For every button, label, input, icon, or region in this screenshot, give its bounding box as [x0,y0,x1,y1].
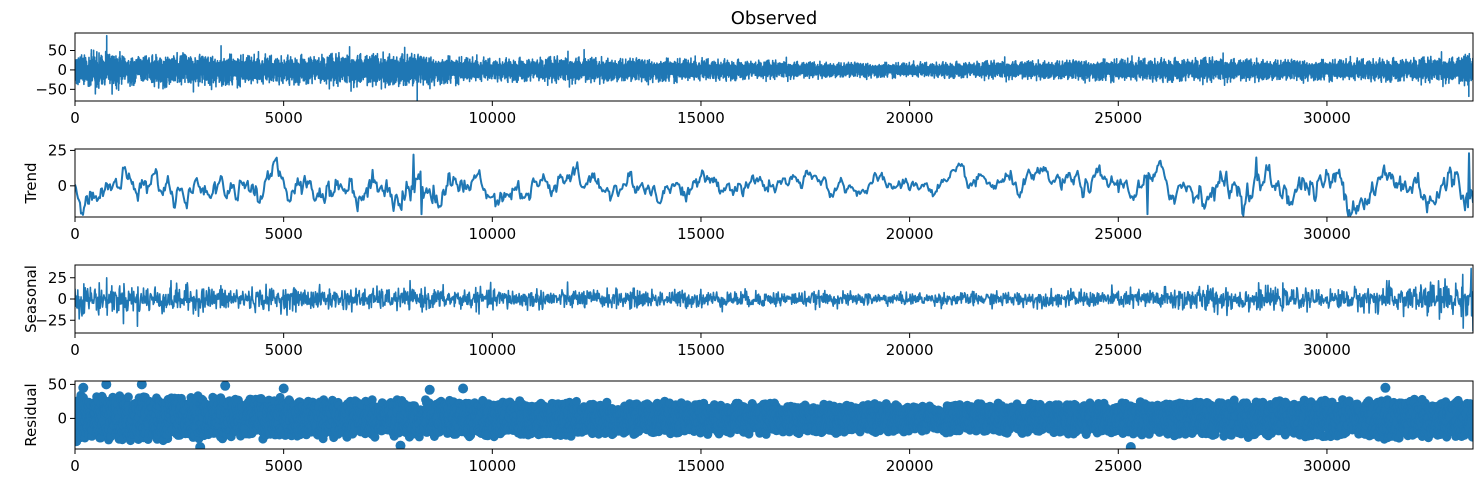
trend-axes-frame [74,148,1474,218]
trend-xtick-label: 20000 [886,225,934,243]
trend-xtick-label: 15000 [677,225,725,243]
seasonal-xtick-label: 10000 [468,341,516,359]
observed-xtick-label: 30000 [1303,109,1351,127]
trend-line [75,152,1473,217]
trend-xtick-label: 25000 [1094,225,1142,243]
seasonal-xtick-label: 0 [70,341,80,359]
observed-xtick-label: 25000 [1094,109,1142,127]
trend-xtick-label: 10000 [468,225,516,243]
seasonal-ytick-label: 0 [57,290,67,308]
residual-point [256,394,266,403]
residual-panel: 0 5000 10000 15000 20000 25000 30000050Residua… [22,375,1474,475]
observed-panel: 0 5000 10000 15000 20000 25000 30000 −500 50 Obse… [35,8,1474,127]
seasonal-panel: 0 5000 10000 15000 20000 25000 30000−25025Seas… [22,264,1474,359]
seasonal-xtick-label: 25000 [1094,341,1142,359]
trend-xtick-label: 0 [70,225,80,243]
trend-ylabel: Trend [22,162,40,204]
seasonal-xtick-label: 30000 [1303,341,1351,359]
seasonal-line [75,267,1473,332]
residual-point [123,392,133,402]
seasonal-series [75,267,1473,332]
observed-line [75,34,1473,101]
observed-xtick-label: 20000 [886,109,934,127]
trend-ytick-label: 25 [48,141,67,159]
observed-axes-frame [74,32,1474,102]
seasonal-ytick-label: −25 [35,311,67,329]
observed-ytick-label: 0 [57,61,67,79]
residual-points [75,381,1473,449]
observed-xtick-label: 10000 [468,109,516,127]
seasonal-ylabel: Seasonal [22,265,40,333]
trend-xtick-label: 30000 [1303,225,1351,243]
observed-title: Observed [731,8,818,29]
residual-series [75,381,1473,449]
observed-xtick-label: 0 [70,109,80,127]
seasonal-xtick-label: 20000 [886,341,934,359]
trend-series [75,152,1473,217]
seasonal-xtick-label: 15000 [677,341,725,359]
trend-ytick-label: 0 [57,177,67,195]
observed-ytick-label: 50 [48,41,67,59]
trend-panel: 0 5000 10000 15000 20000 25000 30000 0 25 Trend [22,141,1474,243]
observed-xtick-label: 15000 [677,109,725,127]
residual-point [370,432,380,442]
observed-series [75,34,1473,101]
seasonal-ytick-label: 25 [48,269,67,287]
trend-xtick-label: 5000 [265,225,303,243]
seasonal-xtick-label: 5000 [265,341,303,359]
observed-ytick-label: −50 [35,80,67,98]
observed-xtick-label: 5000 [265,109,303,127]
